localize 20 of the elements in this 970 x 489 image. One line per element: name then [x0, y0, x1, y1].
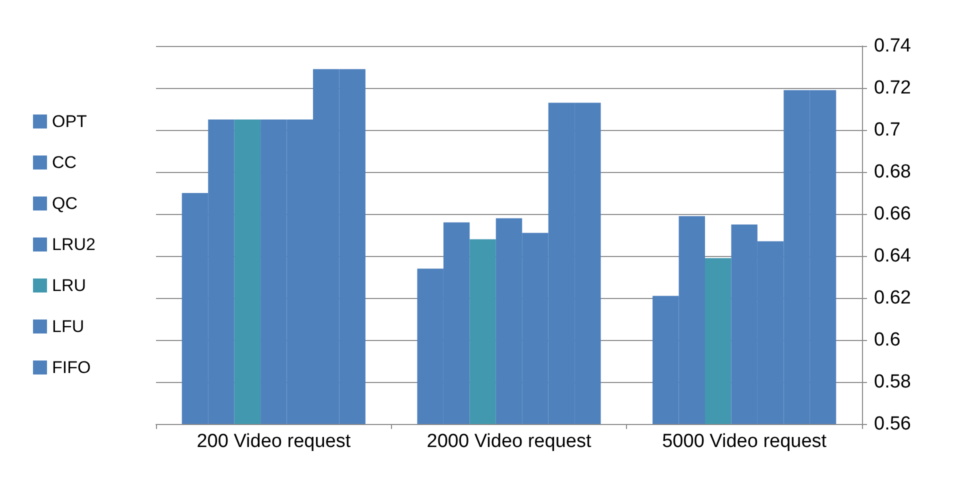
legend-label: OPT [52, 112, 87, 131]
y-tick-label: 0.6 [874, 330, 900, 350]
y-tick-label: 0.68 [874, 162, 911, 182]
y-tick-label: 0.66 [874, 204, 911, 224]
legend-label: QC [52, 194, 78, 213]
y-tick-label: 0.74 [874, 36, 912, 56]
y-tick-label: 0.7 [874, 120, 900, 140]
y-tick-label: 0.64 [874, 246, 912, 266]
y-tick-label: 0.62 [874, 288, 911, 308]
x-tick-label: 200 Video request [196, 431, 352, 452]
x-tick-label: 5000 Video request [662, 431, 828, 452]
y-tick-label: 0.58 [874, 372, 911, 392]
legend-label: LRU2 [52, 235, 96, 254]
legend-label: FIFO [52, 358, 91, 377]
legend-label: LRU [52, 276, 86, 295]
y-tick-label: 0.56 [874, 414, 911, 434]
legend-label: CC [52, 153, 77, 172]
x-tick-label: 2000 Video request [426, 431, 592, 452]
y-tick-label: 0.72 [874, 78, 911, 98]
legend-label: LFU [52, 317, 84, 336]
